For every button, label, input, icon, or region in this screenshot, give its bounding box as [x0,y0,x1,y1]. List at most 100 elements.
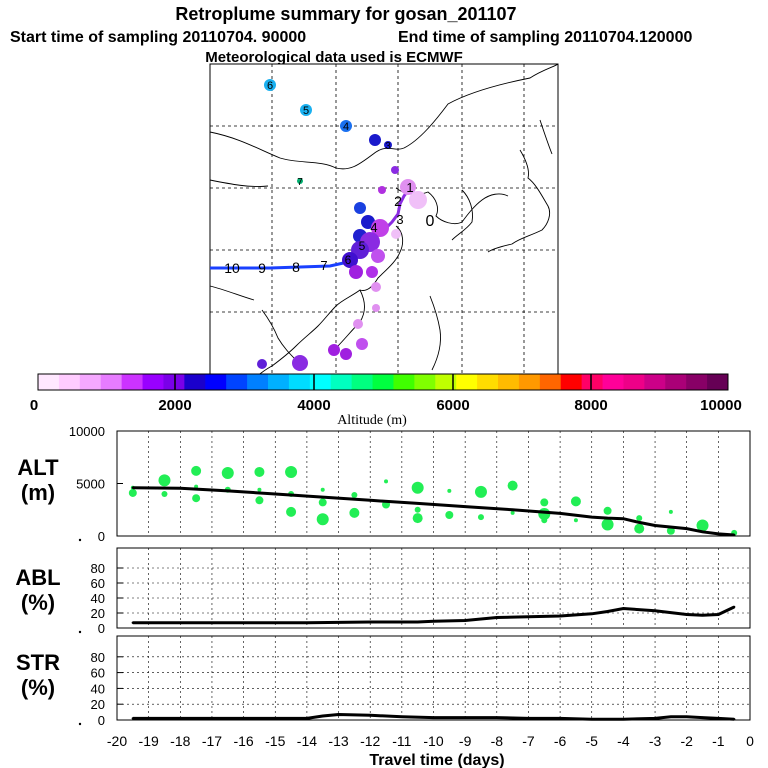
altitude-colorbar [37,373,729,391]
str-data-point [701,716,704,719]
map-point [300,104,312,116]
colorbar-tick-label: 10000 [700,397,742,414]
map-point [371,249,385,263]
map-day-label: 4 [343,121,349,133]
x-tick-label: -17 [202,733,222,749]
colorbar-swatch [560,374,583,390]
alt-scatter-point [192,494,201,503]
alt-data-point [638,521,641,524]
map-day-label: 7 [320,258,327,273]
colorbar-swatch [184,374,206,390]
abl-data-point [179,621,182,624]
str-data-point [653,717,657,720]
colorbar-swatch [435,374,457,390]
y-tick-label: 0 [98,529,105,544]
x-tick-label: -3 [649,733,662,749]
map-day-label: 7 [297,177,303,188]
figure-title: Retroplume summary for gosan_201107 [175,4,516,24]
str-data-point [669,715,673,719]
abl-data-point [732,605,736,609]
alt-scatter-point [603,506,612,515]
axis-marker [78,630,82,634]
alt-scatter-point [257,487,262,492]
str-data-point [305,717,309,720]
alt-data-point [463,505,467,508]
map-day-label: 0 [426,213,435,230]
abl-data-point [606,610,609,613]
x-tick-label: -7 [522,733,535,749]
colorbar-swatch [205,374,227,390]
panel-ylabels: ALT (m) ABL (%) STR (%) [15,455,60,700]
colorbar-swatch [330,374,353,390]
map-point [384,141,392,149]
str-ylabel-unit: (%) [21,675,55,700]
y-tick-label: 60 [91,666,105,681]
colorbar-swatch [38,374,60,390]
colorbar-swatch [247,374,269,390]
map-day-label: 1 [406,180,413,195]
colorbar-swatch [372,374,394,390]
alt-data-point [416,502,419,505]
colorbar-tick-label: 4000 [297,397,330,414]
map-point [369,134,381,146]
alt-scatter-point [540,498,549,507]
map-point [264,79,276,91]
x-tick-label: -2 [680,733,693,749]
x-tick-label: -9 [459,733,472,749]
x-tick-label: -1 [712,733,725,749]
abl-data-point [717,613,720,616]
colorbar-swatch [414,374,436,390]
map-day-label: 6 [345,253,352,267]
map-point [257,359,267,369]
alt-scatter-point [286,506,297,517]
map-point [378,186,386,194]
abl-data-point [495,616,498,619]
alt-data-point [717,532,720,536]
map-point [372,304,380,312]
x-tick-label: -5 [586,733,599,749]
y-tick-label: 20 [91,697,105,712]
abl-ylabel-unit: (%) [21,590,55,615]
map-point [371,219,389,237]
map-point [391,229,401,239]
map-point [366,266,378,278]
colorbar-title: Altitude (m) [337,413,407,428]
abl-data-point [558,614,562,618]
map-point [328,344,340,356]
trajectory-path-far [210,260,349,270]
alt-scatter-point [474,485,487,498]
map-day-label: 2 [394,193,402,209]
x-tick-label: 0 [746,733,754,749]
colorbar-swatch [351,374,374,390]
y-tick-label: 40 [91,681,105,696]
alt-scatter-point [477,514,484,521]
str-data-point [274,717,277,720]
str-data-point [432,716,435,719]
alt-scatter-point [541,517,548,524]
map-day-label: 5 [303,105,309,117]
x-tick-label: -20 [107,733,127,749]
colorbar-swatch [142,374,164,390]
colorbar-ticks: 0 2000 4000 6000 8000 10000 [30,397,742,414]
alt-scatter-point [412,513,423,524]
colorbar-swatch [79,374,102,390]
str-data-point [131,717,135,720]
abl-data-point [131,621,135,624]
y-tick-label: 80 [91,561,105,576]
colorbar-swatch [518,374,541,390]
str-data-point [242,717,245,720]
colorbar-swatch [665,374,687,390]
alt-scatter-point [447,488,452,493]
alt-scatter-point [128,488,137,497]
colorbar-swatch [393,374,415,390]
str-data-point [558,717,562,720]
alt-data-point [131,486,135,489]
alt-scatter-point [318,498,327,507]
str-data-point [463,716,467,719]
str-data-point [369,714,372,717]
panel-alt: 10000 5000 0 [69,424,751,544]
colorbar-swatch [309,374,332,390]
x-tick-label: -19 [139,733,159,749]
trajectory-points [257,79,427,371]
